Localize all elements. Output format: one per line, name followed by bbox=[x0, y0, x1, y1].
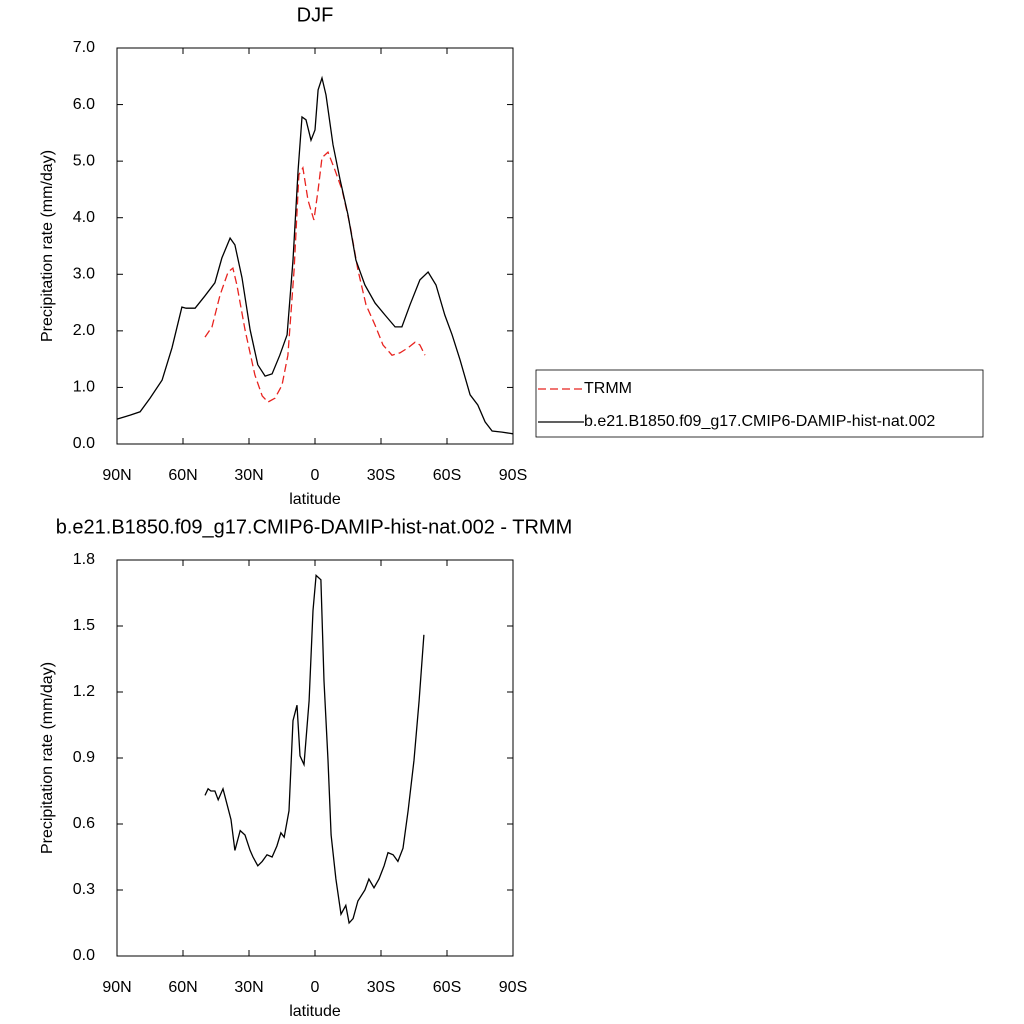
chart-title: b.e21.B1850.f09_g17.CMIP6-DAMIP-hist-nat… bbox=[56, 516, 573, 538]
x-axis-label: latitude bbox=[289, 491, 341, 508]
y-tick-label: 1.5 bbox=[73, 617, 95, 634]
y-tick-label: 1.2 bbox=[73, 683, 95, 700]
x-tick-label: 60N bbox=[168, 467, 197, 484]
chart-title: DJF bbox=[297, 4, 334, 26]
x-tick-label: 90S bbox=[499, 979, 527, 996]
data-line bbox=[204, 574, 425, 925]
x-tick-label: 30N bbox=[234, 979, 263, 996]
y-tick-label: 0.9 bbox=[73, 749, 95, 766]
x-tick-label: 60N bbox=[168, 979, 197, 996]
legend-label: b.e21.B1850.f09_g17.CMIP6-DAMIP-hist-nat… bbox=[584, 413, 935, 430]
x-tick-label: 90S bbox=[499, 467, 527, 484]
x-tick-label: 0 bbox=[311, 979, 320, 996]
y-tick-label: 1.8 bbox=[73, 551, 95, 568]
plot-frame bbox=[116, 559, 514, 957]
x-tick-label: 30S bbox=[367, 467, 395, 484]
x-tick-label: 60S bbox=[433, 467, 461, 484]
y-axis-label: Precipitation rate (mm/day) bbox=[39, 662, 56, 854]
y-tick-label: 4.0 bbox=[73, 209, 95, 226]
x-tick-label: 30N bbox=[234, 467, 263, 484]
x-axis-label: latitude bbox=[289, 1003, 341, 1020]
y-tick-label: 6.0 bbox=[73, 96, 95, 113]
y-tick-label: 7.0 bbox=[73, 39, 95, 56]
plot-frame bbox=[116, 47, 514, 445]
y-tick-label: 0.3 bbox=[73, 881, 95, 898]
y-tick-label: 5.0 bbox=[73, 152, 95, 169]
y-tick-label: 1.0 bbox=[73, 379, 95, 396]
x-tick-label: 90N bbox=[102, 467, 131, 484]
y-tick-label: 0.0 bbox=[73, 947, 95, 964]
data-line bbox=[116, 75, 514, 435]
y-tick-label: 0.6 bbox=[73, 815, 95, 832]
x-tick-label: 0 bbox=[311, 467, 320, 484]
legend: TRMM b.e21.B1850.f09_g17.CMIP6-DAMIP-hist… bbox=[535, 369, 984, 438]
legend-label: TRMM bbox=[584, 380, 632, 397]
data-line bbox=[204, 150, 426, 403]
legend-box bbox=[535, 369, 984, 438]
y-axis-label: Precipitation rate (mm/day) bbox=[39, 150, 56, 342]
y-tick-label: 0.0 bbox=[73, 435, 95, 452]
x-tick-label: 90N bbox=[102, 979, 131, 996]
x-tick-label: 30S bbox=[367, 979, 395, 996]
y-tick-label: 3.0 bbox=[73, 266, 95, 283]
x-tick-label: 60S bbox=[433, 979, 461, 996]
y-tick-label: 2.0 bbox=[73, 322, 95, 339]
